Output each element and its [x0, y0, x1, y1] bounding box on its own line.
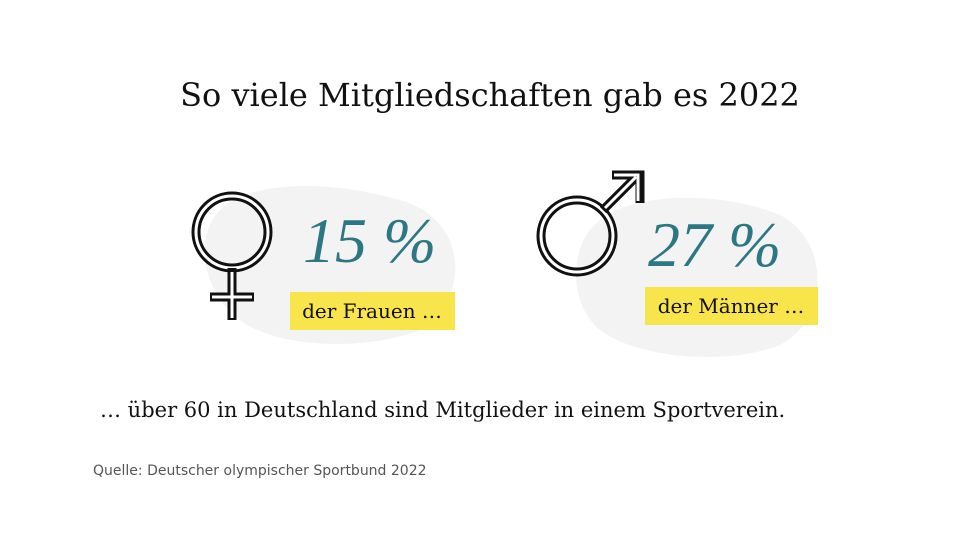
female-icon [191, 191, 273, 320]
male-icon [536, 170, 645, 277]
label-box [645, 287, 818, 325]
footnote: … über 60 in Deutschland sind Mitglieder… [100, 398, 785, 422]
source: Quelle: Deutscher olympischer Sportbund … [93, 463, 427, 479]
label: der Männer … [658, 294, 804, 318]
percentage: 15 % [303, 205, 436, 276]
label-box [290, 292, 455, 330]
title: So viele Mitgliedschaften gab es 2022 [180, 76, 800, 114]
percentage: 27 % [648, 209, 781, 280]
label: der Frauen … [302, 299, 442, 323]
